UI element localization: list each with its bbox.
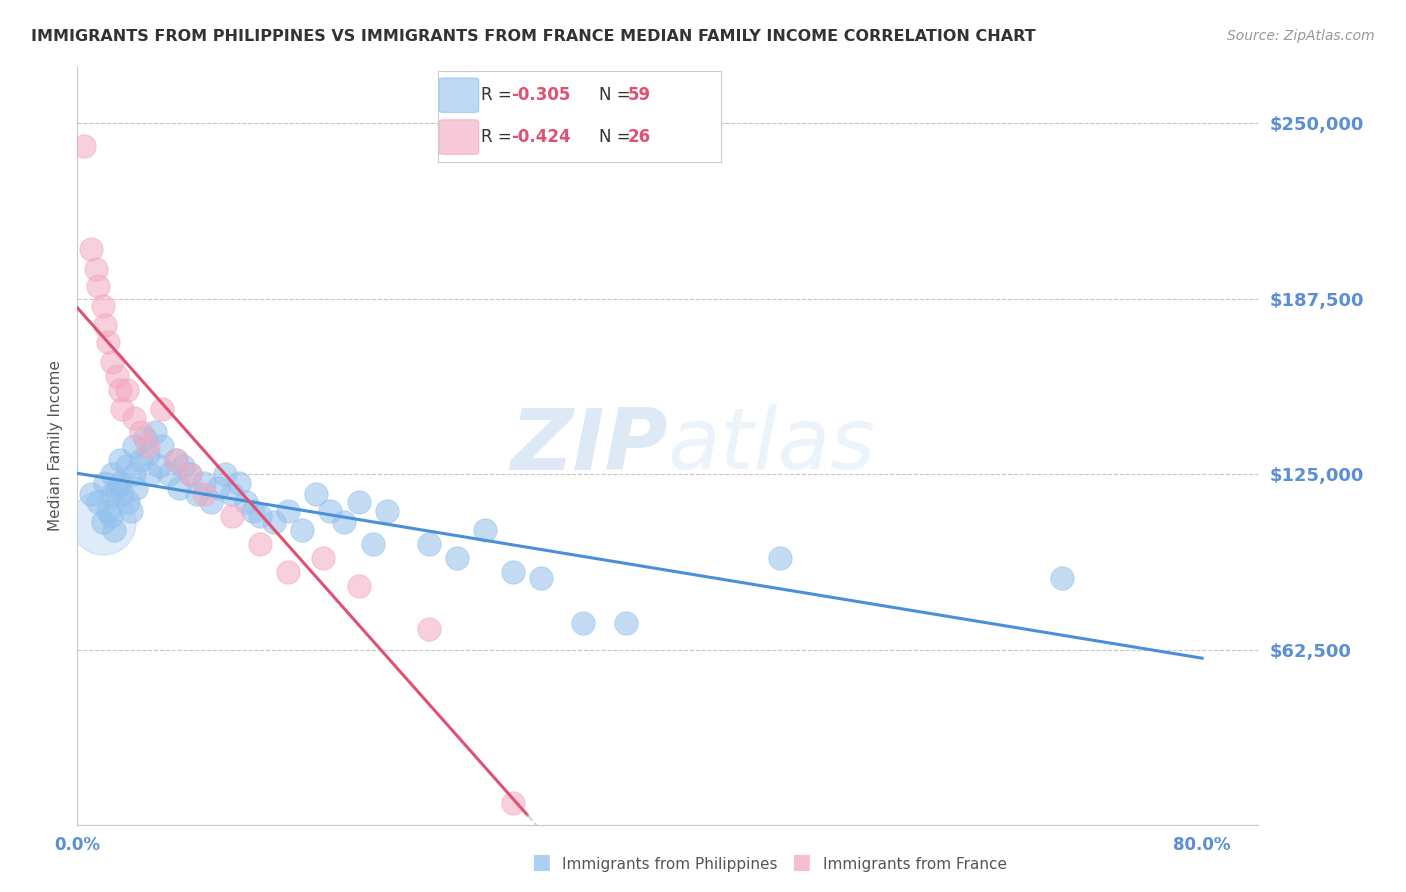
Point [572,615,595,630]
Point [193,487,215,501]
Point [108,383,131,397]
Text: Immigrants from Philippines: Immigrants from Philippines [562,857,778,872]
Point [122,467,145,481]
Text: atlas: atlas [668,404,876,488]
Point [105,368,128,383]
Point [100,509,122,524]
Point [200,495,222,509]
Point [111,487,134,501]
Point [97,503,120,517]
Point [418,537,440,551]
Text: ■: ■ [531,853,551,872]
Point [242,503,264,517]
Point [277,503,299,517]
Point [291,523,314,537]
Point [530,571,553,585]
Point [249,537,271,551]
Point [129,425,152,439]
Point [150,439,173,453]
Point [80,487,103,501]
Point [125,481,148,495]
Point [277,566,299,580]
Point [136,447,159,461]
Point [91,515,114,529]
Point [221,487,243,501]
Point [120,503,142,517]
Point [87,495,110,509]
Point [97,335,120,350]
Point [172,458,194,473]
Point [136,439,159,453]
Point [150,402,173,417]
Text: ■: ■ [792,853,811,872]
Y-axis label: Median Family Income: Median Family Income [48,360,63,532]
Point [319,503,342,517]
Point [375,503,398,517]
Point [312,551,335,566]
Point [347,579,370,593]
Text: IMMIGRANTS FROM PHILIPPINES VS IMMIGRANTS FROM FRANCE MEDIAN FAMILY INCOME CORRE: IMMIGRANTS FROM PHILIPPINES VS IMMIGRANT… [31,29,1036,44]
Point [446,551,468,566]
Point [502,796,524,810]
Point [122,439,145,453]
Point [249,509,271,524]
Text: Immigrants from France: Immigrants from France [823,857,1007,872]
Point [157,467,180,481]
Point [207,481,229,495]
Point [73,138,96,153]
Point [179,467,201,481]
Point [228,475,250,490]
Point [361,537,384,551]
Point [105,481,128,495]
Point [115,458,138,473]
Point [129,453,152,467]
Point [502,566,524,580]
Point [165,453,187,467]
Point [143,425,166,439]
Point [134,431,156,445]
Point [122,411,145,425]
Text: Source: ZipAtlas.com: Source: ZipAtlas.com [1227,29,1375,43]
Point [474,523,496,537]
Point [94,318,117,333]
Point [263,515,285,529]
Point [108,453,131,467]
Point [87,279,110,293]
Point [101,355,124,369]
Point [108,475,131,490]
Point [91,515,114,529]
Point [418,622,440,636]
Point [214,467,236,481]
Text: ZIP: ZIP [510,404,668,488]
Point [84,262,107,277]
Point [221,509,243,524]
Point [101,487,124,501]
Point [111,402,134,417]
Point [103,523,125,537]
Point [115,383,138,397]
Point [333,515,356,529]
Point [117,495,139,509]
Point [165,453,187,467]
Point [80,243,103,257]
Point [305,487,328,501]
Point [193,475,215,490]
Point [148,458,170,473]
Point [94,475,117,490]
Point [614,615,637,630]
Point [139,467,162,481]
Point [91,299,114,313]
Point [769,551,792,566]
Point [347,495,370,509]
Point [1050,571,1073,585]
Point [101,467,124,481]
Point [179,467,201,481]
Point [167,481,190,495]
Point [186,487,208,501]
Point [235,495,257,509]
